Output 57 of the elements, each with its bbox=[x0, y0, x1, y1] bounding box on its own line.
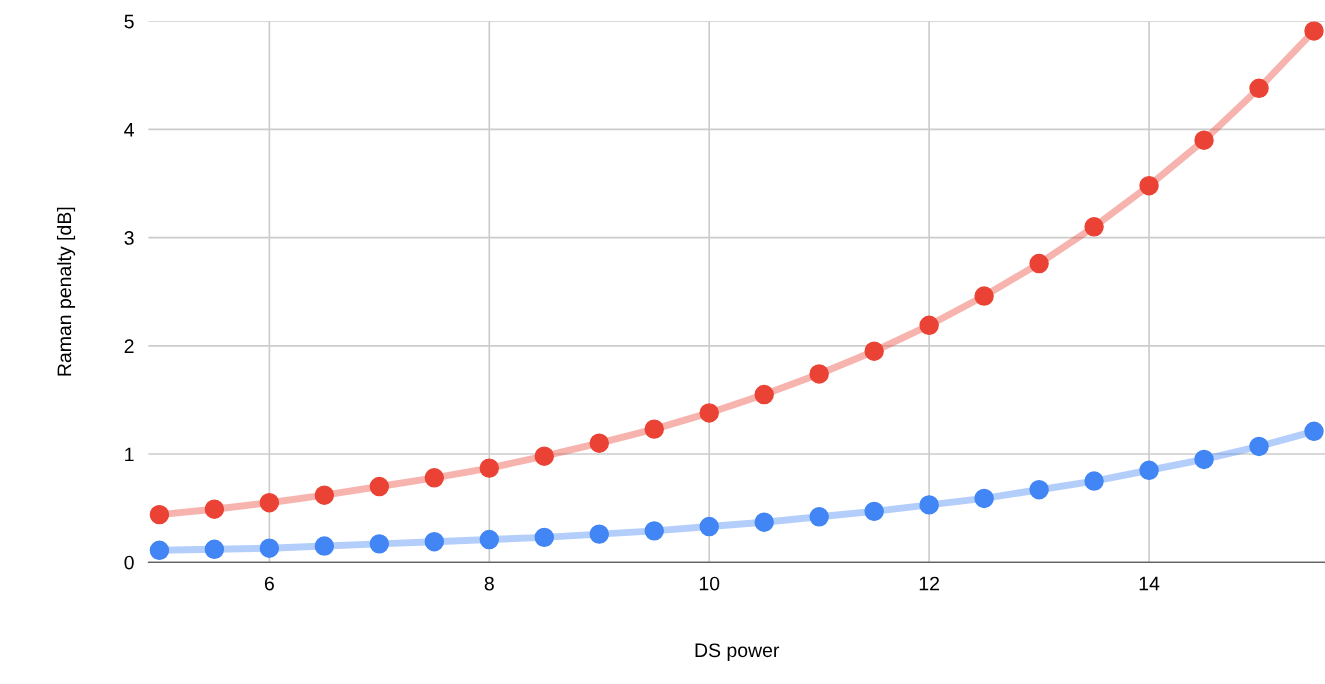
point bbox=[699, 403, 719, 423]
point bbox=[589, 524, 609, 544]
point bbox=[424, 531, 445, 552]
point bbox=[259, 493, 280, 513]
point bbox=[1139, 175, 1159, 196]
point bbox=[754, 384, 774, 405]
point bbox=[699, 516, 719, 537]
point bbox=[1029, 480, 1049, 500]
x-axis-title: DS power bbox=[695, 643, 780, 661]
x-tick-label: 14 bbox=[1139, 576, 1160, 591]
point bbox=[534, 527, 554, 548]
x-tick-label: 12 bbox=[919, 576, 939, 591]
point bbox=[974, 488, 994, 509]
point bbox=[1084, 471, 1104, 491]
point bbox=[1084, 217, 1104, 237]
point bbox=[589, 433, 609, 453]
x-tick-label: 10 bbox=[699, 576, 720, 591]
point bbox=[1249, 78, 1269, 99]
y-tick-label: 1 bbox=[125, 447, 134, 462]
point bbox=[424, 468, 445, 488]
point bbox=[1304, 21, 1324, 41]
point bbox=[974, 286, 994, 306]
y-tick-label: 4 bbox=[124, 123, 134, 137]
point bbox=[149, 504, 170, 525]
point bbox=[1249, 436, 1269, 457]
y-tick-label: 5 bbox=[124, 14, 134, 29]
point bbox=[864, 501, 884, 522]
point bbox=[369, 476, 390, 497]
point bbox=[369, 534, 390, 554]
y-tick-label: 3 bbox=[124, 231, 134, 245]
point bbox=[809, 364, 829, 384]
point bbox=[919, 315, 939, 335]
point bbox=[1194, 130, 1214, 150]
point bbox=[204, 539, 225, 559]
point bbox=[204, 499, 225, 519]
y-tick-label: 2 bbox=[124, 339, 134, 353]
point bbox=[644, 521, 664, 541]
x-tick-label: 8 bbox=[484, 576, 494, 591]
point bbox=[149, 540, 170, 561]
point bbox=[1139, 460, 1159, 480]
point bbox=[754, 512, 774, 532]
point bbox=[479, 529, 500, 550]
point bbox=[534, 446, 554, 466]
point bbox=[314, 536, 335, 556]
y-tick-label: 0 bbox=[124, 555, 134, 570]
point bbox=[1194, 449, 1214, 470]
point bbox=[644, 419, 664, 439]
y-axis-title: Raman penalty [dB] bbox=[56, 207, 76, 376]
x-tick-label: 6 bbox=[264, 576, 274, 591]
point bbox=[1304, 421, 1324, 442]
point bbox=[809, 507, 829, 527]
point bbox=[864, 341, 884, 361]
point bbox=[259, 538, 280, 558]
point bbox=[479, 458, 500, 478]
point bbox=[314, 485, 335, 505]
point bbox=[919, 495, 939, 515]
point bbox=[1029, 253, 1049, 274]
